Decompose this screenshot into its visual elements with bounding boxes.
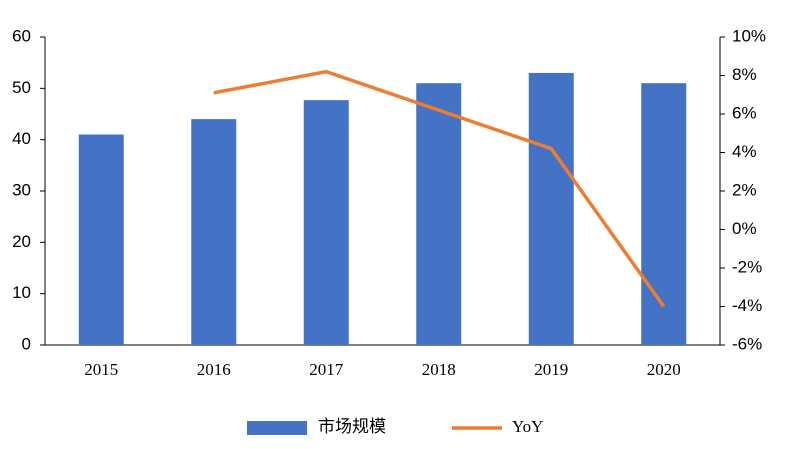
legend-swatch (247, 421, 307, 435)
line (213, 69, 666, 308)
bar (78, 134, 124, 345)
bar (191, 119, 237, 345)
y-tick-label: 40 (12, 129, 31, 148)
y2-tick-label: -6% (732, 334, 762, 353)
x-tick-label: 2016 (197, 360, 231, 379)
y2-tick-label: 8% (732, 65, 757, 84)
y2-tick-label: 10% (732, 26, 766, 45)
bar (416, 83, 462, 345)
y-tick-label: 20 (12, 232, 31, 251)
x-tick-label: 2020 (647, 360, 681, 379)
x-tick-label: 2015 (84, 360, 118, 379)
y2-tick-label: 6% (732, 103, 757, 122)
y2-tick-label: 2% (732, 180, 757, 199)
y-tick-label: 30 (12, 180, 31, 199)
y2-tick-label: -2% (732, 257, 762, 276)
y2-tick-label: -4% (732, 296, 762, 315)
bar (528, 72, 574, 345)
y-tick-label: 50 (12, 78, 31, 97)
y2-tick-label: 4% (732, 142, 757, 161)
x-tick-label: 2019 (534, 360, 568, 379)
bar (303, 100, 349, 345)
y-tick-label: 10 (12, 283, 31, 302)
x-tick-label: 2018 (422, 360, 456, 379)
legend-label: 市场规模 (318, 417, 386, 436)
bar (641, 83, 687, 345)
y2-tick-label: 0% (732, 219, 757, 238)
y-tick-label: 0 (22, 334, 31, 353)
legend-label: YoY (512, 417, 543, 436)
y-tick-label: 60 (12, 26, 31, 45)
x-tick-label: 2017 (309, 360, 344, 379)
